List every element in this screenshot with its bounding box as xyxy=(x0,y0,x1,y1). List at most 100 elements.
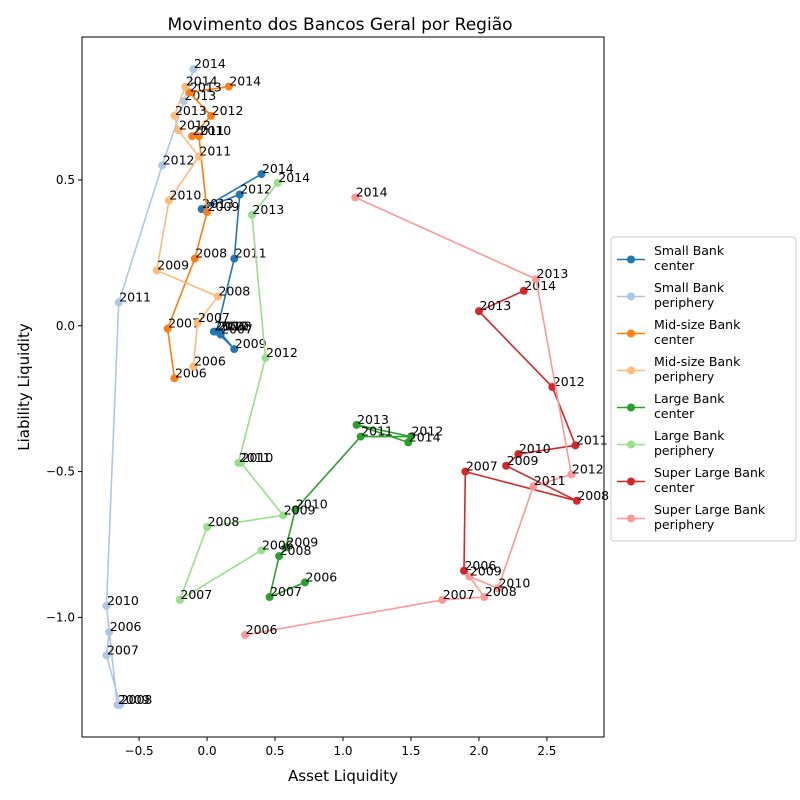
legend-label: Large Bank center xyxy=(654,391,725,421)
legend-item-large-bank-periphery: Large Bank periphery xyxy=(617,428,725,458)
data-point xyxy=(300,578,309,587)
data-point xyxy=(165,196,173,205)
data-point xyxy=(189,65,198,74)
data-point-label: 2012 xyxy=(411,424,443,439)
data-point xyxy=(572,496,581,505)
data-point xyxy=(261,353,270,362)
data-point-label: 2011 xyxy=(576,432,608,447)
data-point xyxy=(113,700,122,709)
data-point xyxy=(230,345,239,354)
legend-marker xyxy=(627,366,635,375)
data-point xyxy=(181,82,190,91)
legend-item-super-large-bank-center: Super Large Bank center xyxy=(617,465,766,495)
data-point-label: 2006 xyxy=(305,569,337,584)
legend-marker xyxy=(627,292,635,301)
data-point xyxy=(502,461,511,470)
data-point-label: 2012 xyxy=(163,152,195,167)
data-point-label: 2008 xyxy=(220,319,252,334)
data-point xyxy=(474,307,483,316)
legend: Small Bank center Small Bank periphery Mid-s… xyxy=(610,236,797,542)
data-point-label: 2011 xyxy=(534,473,566,488)
y-axis-label: Liability Liquidity xyxy=(15,323,33,451)
data-point xyxy=(281,543,290,552)
data-point-label: 2014 xyxy=(409,429,441,444)
data-point-label: 2006 xyxy=(175,365,207,380)
legend-label: Mid-size Bank center xyxy=(654,317,741,347)
data-point xyxy=(170,111,179,120)
data-point-label: 2011 xyxy=(193,123,225,138)
data-point-label: 2009 xyxy=(118,692,150,707)
data-point xyxy=(207,111,216,120)
data-point xyxy=(175,595,184,604)
data-point xyxy=(189,362,198,371)
data-point xyxy=(265,593,274,601)
x-tick-label: 2.5 xyxy=(537,744,556,758)
legend-item-mid-size-bank-center: Mid-size Bank center xyxy=(617,317,741,347)
legend-item-small-bank-center: Small Bank center xyxy=(617,243,725,273)
data-point-label: 2010 xyxy=(519,441,551,456)
y-tick-label: −0.5 xyxy=(46,465,75,479)
data-point-label: 2014 xyxy=(262,161,294,176)
chart-title: Movimento dos Bancos Geral por Região xyxy=(167,15,512,35)
data-point xyxy=(203,208,212,216)
data-point-label: 2009 xyxy=(235,336,267,351)
x-tick-label: 1.5 xyxy=(401,744,420,758)
x-tick-label: 0.0 xyxy=(198,744,217,758)
data-point-label: 2009 xyxy=(470,564,502,579)
data-point-label: 2006 xyxy=(262,537,294,552)
data-point xyxy=(356,432,365,441)
data-point xyxy=(174,126,183,135)
data-point xyxy=(152,266,161,275)
data-point-label: 2012 xyxy=(572,462,604,477)
data-point-label: 2013 xyxy=(190,79,222,94)
data-point xyxy=(203,523,212,531)
data-point xyxy=(188,132,197,141)
data-point-label: 2006 xyxy=(194,354,226,369)
data-point-label: 2009 xyxy=(208,199,240,214)
data-point-label: 2008 xyxy=(195,246,227,261)
legend-item-super-large-bank-periphery: Super Large Bank periphery xyxy=(617,502,766,532)
data-point-label: 2010 xyxy=(242,450,274,465)
data-point-label: 2008 xyxy=(485,584,517,599)
x-tick-label: 0.5 xyxy=(265,744,284,758)
data-point xyxy=(257,546,266,555)
data-point xyxy=(567,470,576,479)
plot-frame xyxy=(81,36,605,738)
data-point-label: 2014 xyxy=(229,74,261,89)
legend-label: Super Large Bank center xyxy=(654,465,766,495)
legend-label: Small Bank periphery xyxy=(654,280,725,310)
legend-label: Large Bank periphery xyxy=(654,428,725,458)
data-point xyxy=(352,420,361,429)
data-point-label: 2007 xyxy=(168,316,200,331)
data-point xyxy=(279,511,288,520)
data-point xyxy=(257,170,266,179)
data-point-label: 2009 xyxy=(284,502,316,517)
data-point xyxy=(190,254,199,263)
data-point-label: 2014 xyxy=(194,56,226,71)
data-point xyxy=(459,566,468,575)
x-tick-label: 2.0 xyxy=(469,744,488,758)
series-line-super-large-bank-periphery xyxy=(244,196,573,636)
y-tick-label: −1.0 xyxy=(46,610,75,624)
data-point xyxy=(213,292,222,301)
data-point xyxy=(273,178,282,187)
legend-marker xyxy=(627,477,635,486)
legend-label: Mid-size Bank periphery xyxy=(654,354,741,384)
data-point-label: 2006 xyxy=(246,622,278,637)
legend-item-small-bank-periphery: Small Bank periphery xyxy=(617,280,725,310)
plot-area: 2006200720082009201020112012201320142006… xyxy=(102,56,609,709)
data-point xyxy=(351,193,360,202)
y-tick-label: 0.5 xyxy=(56,173,75,187)
data-point-label: 2010 xyxy=(199,123,231,138)
data-point xyxy=(105,628,114,636)
data-point xyxy=(275,552,284,561)
data-point-label: 2014 xyxy=(186,74,218,89)
data-point-label: 2007 xyxy=(180,587,212,602)
data-point-label: 2011 xyxy=(119,289,151,304)
